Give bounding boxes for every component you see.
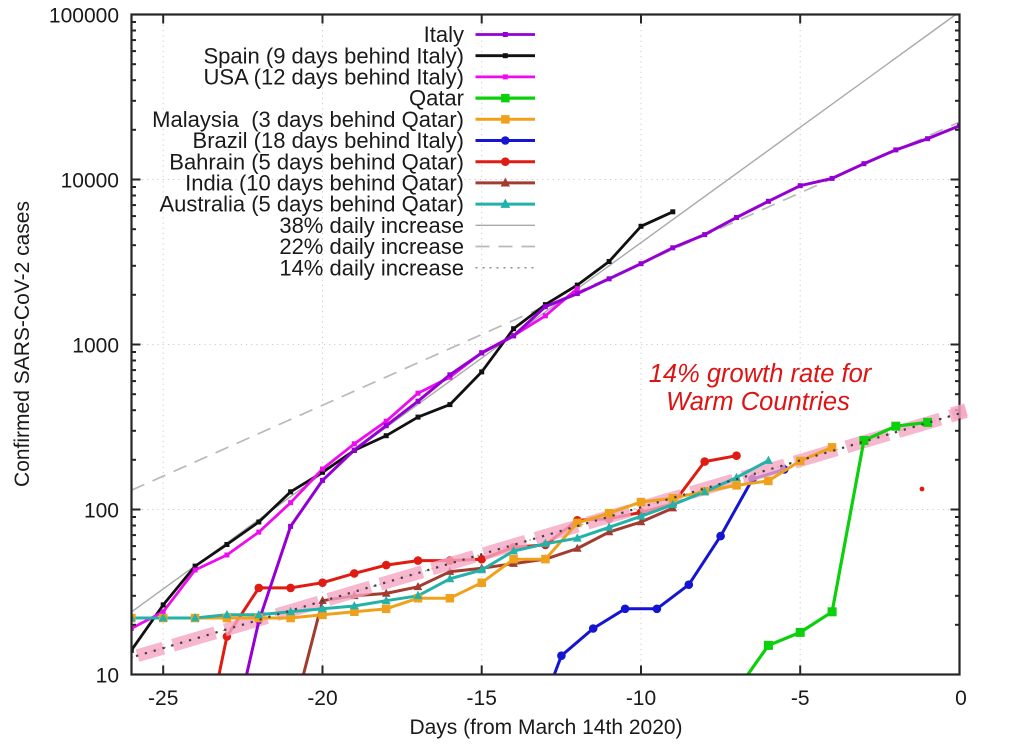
svg-text:-5: -5 bbox=[791, 687, 810, 710]
svg-text:14% daily increase: 14% daily increase bbox=[279, 255, 464, 280]
svg-text:Days (from March 14th 2020): Days (from March 14th 2020) bbox=[409, 716, 682, 739]
svg-text:Qatar: Qatar bbox=[409, 86, 464, 111]
svg-text:10000: 10000 bbox=[61, 169, 119, 192]
svg-text:22% daily increase: 22% daily increase bbox=[279, 234, 464, 259]
svg-text:Confirmed SARS-CoV-2 cases: Confirmed SARS-CoV-2 cases bbox=[11, 201, 34, 487]
svg-text:Warm Countries: Warm Countries bbox=[666, 388, 850, 416]
svg-text:Australia (5 days behind Qatar: Australia (5 days behind Qatar) bbox=[160, 192, 465, 217]
svg-text:India (10 days behind Qatar): India (10 days behind Qatar) bbox=[185, 171, 464, 196]
svg-text:Italy: Italy bbox=[424, 22, 464, 47]
svg-text:38% daily increase: 38% daily increase bbox=[279, 213, 464, 238]
svg-text:USA (12 days behind Italy): USA (12 days behind Italy) bbox=[204, 65, 464, 90]
svg-text:Malaysia (3 days behind Qatar: Malaysia (3 days behind Qatar) bbox=[152, 107, 464, 132]
svg-text:Spain (9 days behind Italy): Spain (9 days behind Italy) bbox=[204, 43, 465, 68]
svg-text:-25: -25 bbox=[148, 687, 178, 710]
svg-text:Brazil (18 days behind Italy): Brazil (18 days behind Italy) bbox=[193, 128, 464, 153]
svg-text:-15: -15 bbox=[467, 687, 497, 710]
svg-text:100: 100 bbox=[84, 499, 119, 522]
svg-text:14% growth rate for: 14% growth rate for bbox=[649, 360, 873, 388]
svg-text:100000: 100000 bbox=[49, 4, 119, 27]
svg-text:-20: -20 bbox=[307, 687, 337, 710]
svg-text:-10: -10 bbox=[626, 687, 656, 710]
svg-text:0: 0 bbox=[955, 687, 967, 710]
svg-text:1000: 1000 bbox=[72, 334, 119, 357]
svg-text:10: 10 bbox=[96, 664, 119, 687]
svg-text:Bahrain (5 days behind Qatar): Bahrain (5 days behind Qatar) bbox=[169, 149, 464, 174]
